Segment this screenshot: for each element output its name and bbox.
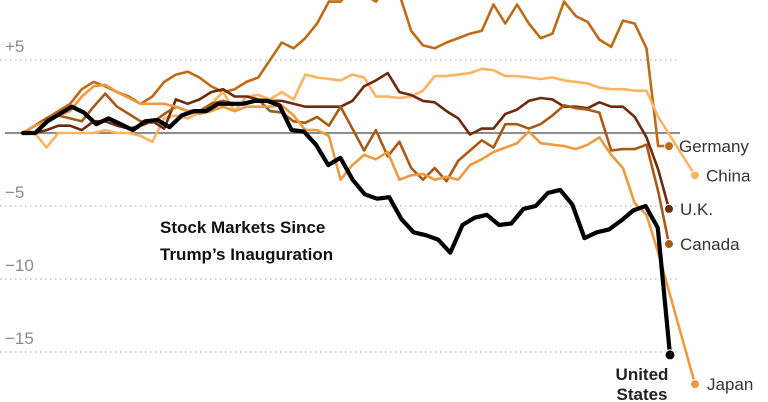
series-label-united-states: United [616, 365, 669, 384]
end-marker-canada [664, 238, 674, 249]
end-marker-united-states [664, 349, 676, 361]
series-label-united-states-line-2: States [616, 385, 667, 402]
series-label-u-k: U.K. [680, 200, 713, 219]
y-tick-label: +5 [5, 37, 24, 56]
end-marker-germany [664, 141, 674, 152]
end-marker-japan [690, 379, 700, 390]
y-tick-label: −5 [5, 183, 24, 202]
series-label-germany: Germany [679, 137, 749, 156]
y-tick-label: −15 [5, 329, 34, 348]
end-marker-china [690, 170, 700, 181]
series-line-china [21, 67, 697, 177]
series-line-canada [21, 92, 671, 246]
series-label-china: China [706, 166, 751, 185]
series-line-united-states [20, 98, 673, 357]
chart-title-line-2: Trump’s Inauguration [160, 245, 333, 264]
end-marker-u-k [664, 203, 674, 214]
y-tick-label: −10 [5, 256, 34, 275]
chart-title: Stock Markets Since [160, 218, 325, 237]
series-label-japan: Japan [707, 375, 753, 394]
series-lines [20, 0, 697, 386]
series-label-canada: Canada [680, 235, 740, 254]
